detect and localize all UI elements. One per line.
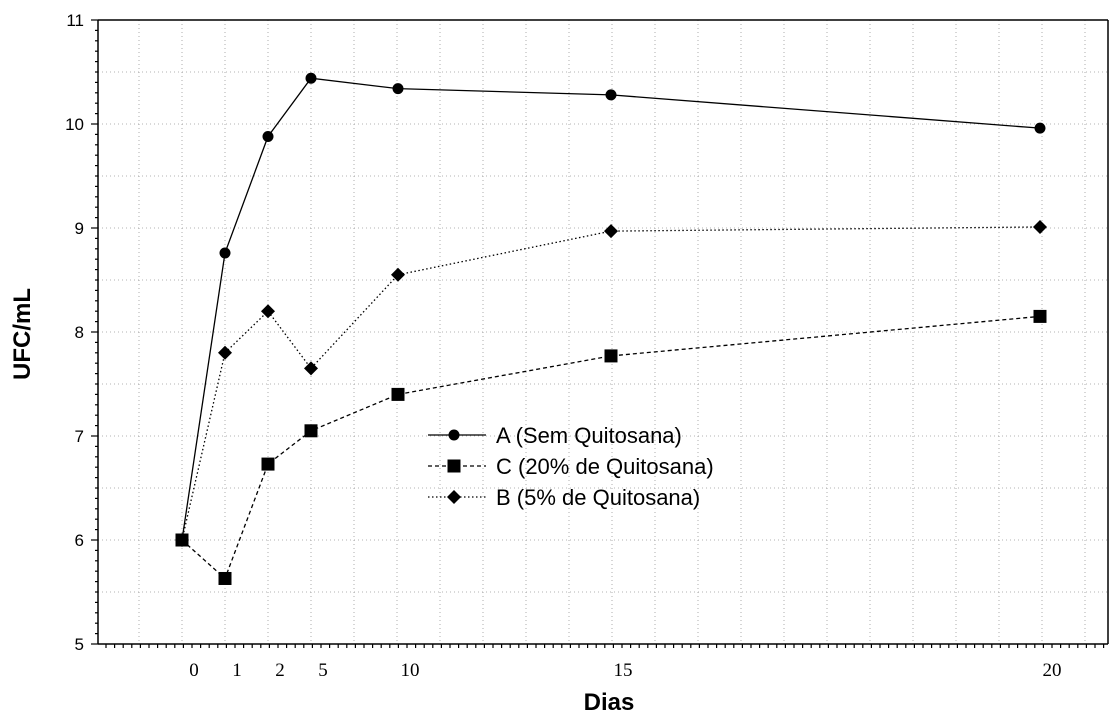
- x-tick-label: 20: [1043, 660, 1062, 681]
- data-point-diamond: [391, 267, 405, 282]
- data-point-square: [604, 349, 618, 363]
- y-tick-label: 7: [75, 427, 84, 446]
- data-point-circle: [262, 130, 274, 142]
- legend-entry: C (20% de Quitosana): [428, 454, 714, 479]
- legend-entry: B (5% de Quitosana): [428, 485, 700, 510]
- data-point-circle: [219, 247, 231, 259]
- data-point-square: [1033, 309, 1047, 323]
- y-tick-label: 11: [66, 11, 84, 30]
- y-tick-label: 10: [65, 115, 84, 134]
- x-tick-label: 2: [275, 660, 285, 681]
- y-tick-label: 6: [75, 531, 84, 550]
- series-layer: [175, 72, 1047, 585]
- legend-entry: A (Sem Quitosana): [428, 423, 682, 448]
- series-square: [175, 309, 1047, 585]
- y-axis-title: UFC/mL: [9, 288, 36, 380]
- data-point-diamond: [604, 224, 618, 239]
- data-point-circle: [1034, 122, 1046, 134]
- data-point-square: [304, 424, 318, 438]
- legend: A (Sem Quitosana) C (20% de Quitosana) B (…: [428, 423, 714, 510]
- grid: [98, 20, 1108, 644]
- data-point-square: [218, 571, 232, 585]
- x-axis-title: Dias: [584, 689, 635, 716]
- data-point-circle: [305, 72, 317, 84]
- legend-marker-square: [447, 459, 461, 473]
- data-point-diamond: [175, 533, 189, 547]
- x-tick-label: 15: [614, 660, 633, 681]
- data-point-circle: [605, 89, 617, 101]
- x-tick-label: 10: [401, 660, 420, 681]
- series-diamond: [175, 219, 1047, 547]
- data-point-diamond: [1033, 219, 1047, 234]
- x-tick-label: 0: [189, 660, 199, 681]
- y-tick-label: 9: [75, 219, 84, 238]
- ticks: 5 6 7 8 9 10 11 0 1 2 5 10 15 20: [65, 11, 1105, 681]
- x-tick-label: 5: [318, 660, 328, 681]
- x-tick-label: 1: [232, 660, 242, 681]
- data-point-diamond: [261, 304, 275, 319]
- legend-label: C (20% de Quitosana): [496, 454, 714, 479]
- y-tick-label: 5: [75, 635, 84, 654]
- legend-marker-circle: [448, 429, 460, 441]
- legend-label: B (5% de Quitosana): [496, 485, 700, 510]
- y-tick-label: 8: [75, 323, 84, 342]
- legend-marker-diamond: [447, 490, 461, 504]
- data-point-diamond: [218, 345, 232, 360]
- data-point-square: [391, 387, 405, 401]
- data-point-diamond: [304, 361, 318, 376]
- data-point-square: [261, 457, 275, 471]
- data-point-circle: [392, 83, 404, 95]
- legend-label: A (Sem Quitosana): [496, 423, 682, 448]
